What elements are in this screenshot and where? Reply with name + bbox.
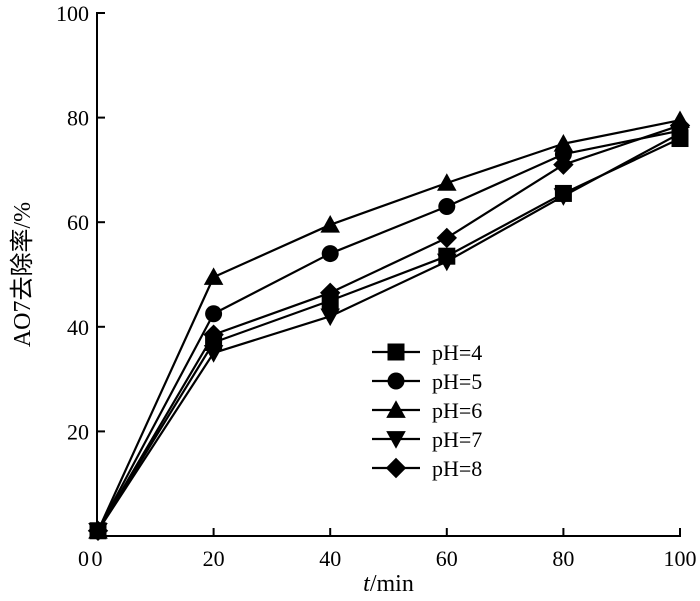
legend-marker (385, 457, 407, 479)
legend-label: pH=5 (432, 369, 482, 394)
legend: pH=4 pH=5 pH=6 pH=7 pH=8 (372, 340, 482, 481)
legend-item: pH=5 (372, 369, 482, 394)
x-tick-label: 20 (203, 546, 225, 571)
x-tick-label: 0 (92, 546, 103, 571)
legend-marker (387, 372, 405, 390)
legend-label: pH=6 (432, 398, 482, 423)
x-axis-title-variable: t (363, 571, 371, 597)
data-point-pH=8 (87, 520, 109, 541)
legend-item: pH=7 (372, 427, 482, 452)
series-line-pH=4 (97, 137, 681, 532)
data-point-pH=5 (205, 305, 223, 323)
data-point-pH=8 (436, 227, 457, 249)
legend-item: pH=4 (372, 340, 482, 365)
series-line-pH=7 (97, 132, 681, 532)
y-tick-label: 100 (56, 1, 89, 26)
series-lines (96, 119, 681, 532)
y-tick-label: 0 (78, 546, 89, 571)
data-point-pH=6 (437, 173, 457, 191)
series-line-pH=8 (97, 124, 681, 532)
legend-marker (387, 343, 405, 361)
data-point-pH=8 (320, 282, 341, 304)
x-tick-label: 40 (319, 546, 341, 571)
data-point-pH=8 (203, 324, 224, 345)
legend-label: pH=8 (432, 456, 482, 481)
legend-item: pH=8 (372, 456, 482, 481)
legend-item: pH=6 (372, 398, 482, 423)
legend-marker (386, 431, 406, 449)
x-ticks: 0 20 40 60 80 100 (92, 528, 697, 571)
data-point-pH=7 (203, 345, 224, 363)
series-line-pH=5 (97, 129, 681, 532)
y-axis-title: AO7去除率/% (9, 202, 36, 347)
x-tick-label: 100 (664, 546, 697, 571)
data-point-pH=6 (203, 267, 224, 285)
x-axis-title: t/min (363, 571, 414, 597)
x-tick-label: 80 (552, 546, 574, 571)
y-tick-label: 60 (67, 210, 89, 235)
data-point-pH=5 (438, 198, 456, 216)
data-point-pH=5 (321, 245, 339, 263)
data-point-pH=7 (437, 253, 457, 272)
data-point-pH=7 (553, 188, 574, 206)
y-ticks: 0 20 40 60 80 100 (56, 1, 105, 571)
data-point-pH=8 (669, 115, 691, 136)
axes (96, 12, 681, 537)
legend-label: pH=7 (432, 427, 482, 452)
x-axis-title-unit: /min (370, 571, 414, 597)
legend-marker (386, 400, 406, 418)
x-tick-label: 60 (436, 546, 458, 571)
series-markers (87, 110, 691, 541)
data-point-pH=6 (553, 133, 574, 152)
data-point-pH=8 (553, 154, 574, 175)
legend-label: pH=4 (432, 340, 482, 365)
y-tick-label: 40 (67, 315, 89, 340)
data-point-pH=7 (320, 308, 340, 327)
y-tick-label: 20 (67, 419, 89, 444)
y-tick-label: 80 (67, 106, 89, 131)
data-point-pH=6 (320, 215, 340, 233)
series-line-pH=6 (96, 119, 681, 532)
